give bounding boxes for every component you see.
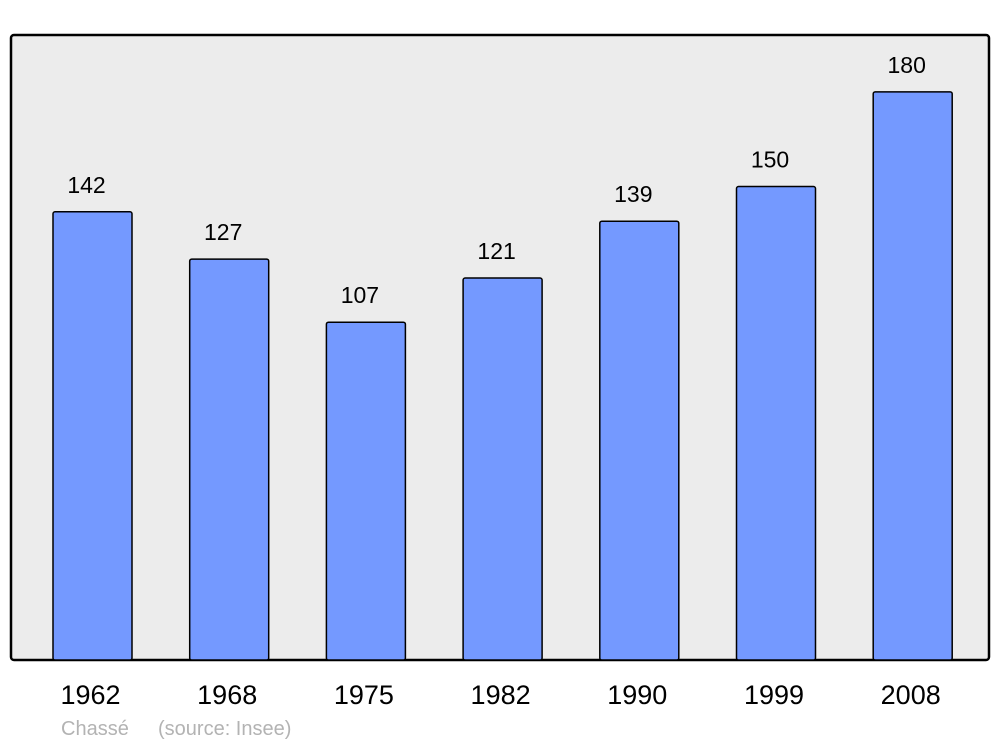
x-tick-label-1990: 1990 — [607, 680, 667, 710]
bar-2008 — [872, 91, 953, 661]
bar-1968 — [188, 258, 270, 661]
bar-1975 — [325, 321, 407, 661]
x-tick-label-2008: 2008 — [881, 680, 941, 710]
x-tick-label-1999: 1999 — [744, 680, 804, 710]
bar-1962 — [52, 211, 133, 661]
bar-1982 — [462, 277, 543, 661]
x-tick-label-1962: 1962 — [60, 680, 120, 710]
data-label-1990: 139 — [614, 181, 652, 207]
bar-1999 — [735, 185, 817, 661]
x-tick-label-1968: 1968 — [197, 680, 257, 710]
source-note: (source: Insee) — [158, 718, 292, 740]
data-label-1962: 142 — [67, 172, 105, 198]
bar-1990 — [599, 220, 680, 661]
data-label-1975: 107 — [341, 282, 379, 308]
x-tick-label-1975: 1975 — [334, 680, 394, 710]
data-label-2008: 180 — [888, 52, 926, 78]
data-label-1968: 127 — [204, 219, 242, 245]
data-label-1999: 150 — [751, 147, 789, 173]
x-tick-label-1982: 1982 — [471, 680, 531, 710]
data-label-1982: 121 — [477, 238, 515, 264]
place-name: Chassé — [61, 718, 129, 740]
